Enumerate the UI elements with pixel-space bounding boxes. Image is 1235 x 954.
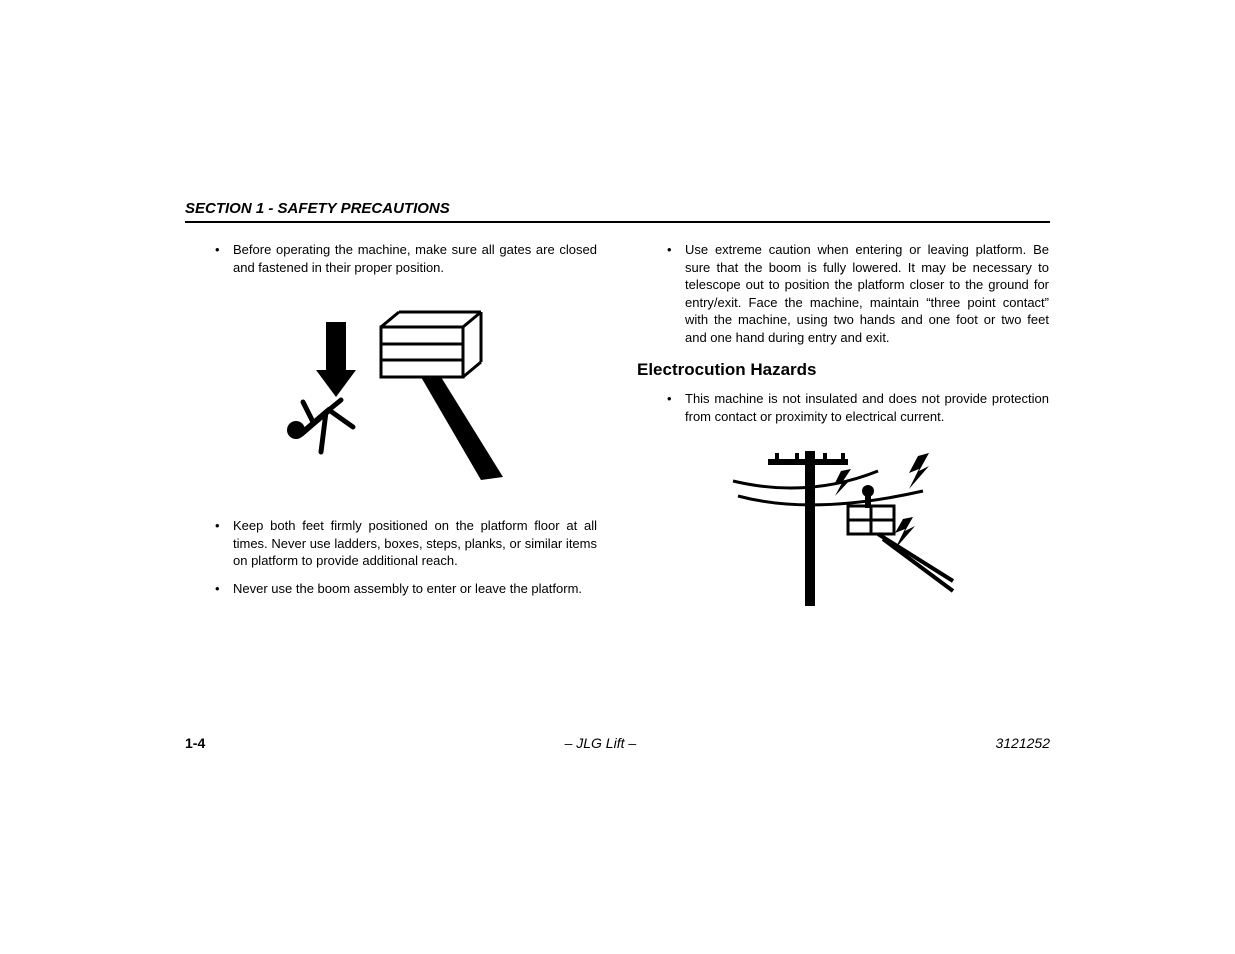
bullet-dot-icon: •: [215, 517, 233, 570]
electrocution-hazard-figure: [637, 441, 1049, 626]
subheading-electrocution: Electrocution Hazards: [637, 360, 1049, 380]
bullet-text: Use extreme caution when entering or lea…: [685, 241, 1049, 346]
footer-doc-number: 3121252: [995, 735, 1050, 751]
bullet-dot-icon: •: [667, 390, 685, 425]
bullet-item: • Never use the boom assembly to enter o…: [185, 580, 597, 598]
footer-center-text: – JLG Lift –: [565, 735, 637, 751]
electrocution-hazard-icon: [723, 441, 963, 621]
fall-hazard-icon: [271, 292, 511, 492]
bullet-dot-icon: •: [667, 241, 685, 346]
bullet-dot-icon: •: [215, 241, 233, 276]
content-columns: • Before operating the machine, make sur…: [185, 241, 1050, 646]
left-column: • Before operating the machine, make sur…: [185, 241, 597, 646]
bullet-dot-icon: •: [215, 580, 233, 598]
bullet-item: • Before operating the machine, make sur…: [185, 241, 597, 276]
bullet-item: • Use extreme caution when entering or l…: [637, 241, 1049, 346]
bullet-text: Never use the boom assembly to enter or …: [233, 580, 597, 598]
bullet-text: Keep both feet firmly positioned on the …: [233, 517, 597, 570]
right-column: • Use extreme caution when entering or l…: [637, 241, 1049, 646]
bullet-text: Before operating the machine, make sure …: [233, 241, 597, 276]
bullet-item: • Keep both feet firmly positioned on th…: [185, 517, 597, 570]
bullet-item: • This machine is not insulated and does…: [637, 390, 1049, 425]
fall-hazard-figure: [185, 292, 597, 497]
bullet-text: This machine is not insulated and does n…: [685, 390, 1049, 425]
section-header: SECTION 1 - SAFETY PRECAUTIONS: [185, 200, 1050, 223]
page-footer: 1-4 – JLG Lift – 3121252: [185, 735, 1050, 751]
footer-page-number: 1-4: [185, 735, 205, 751]
